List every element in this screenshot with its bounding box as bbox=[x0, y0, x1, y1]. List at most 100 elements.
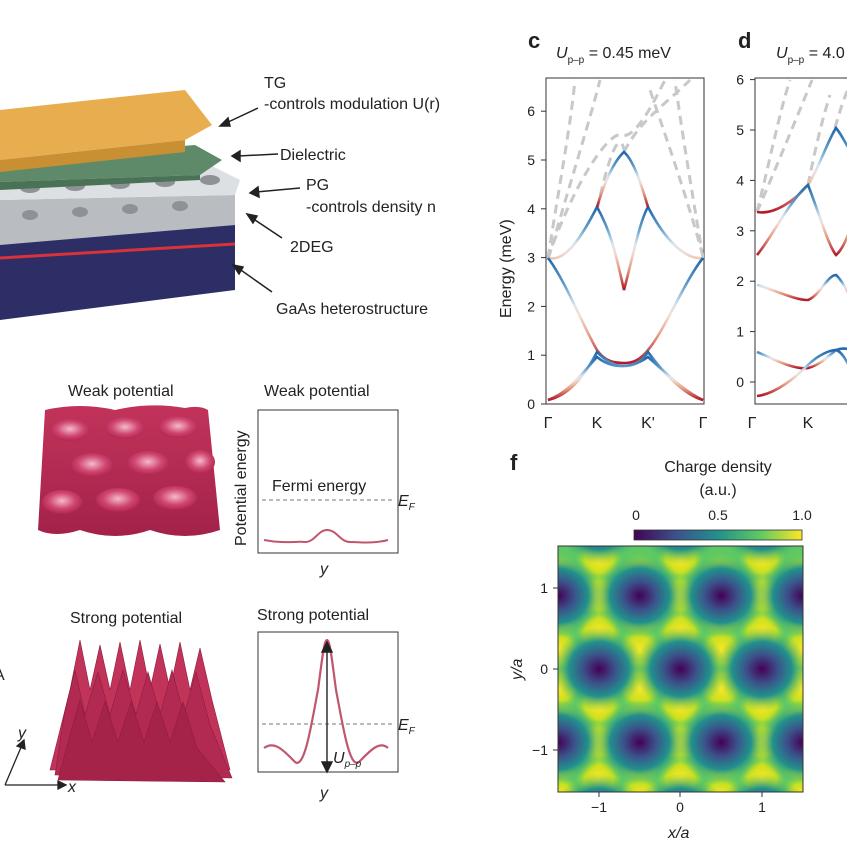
weak-plot-xlabel: y bbox=[319, 561, 329, 578]
density-well bbox=[642, 773, 719, 792]
2deg-label: 2DEG bbox=[290, 239, 334, 256]
panel-c-ytick-label: 3 bbox=[527, 250, 535, 266]
weak-potential-section: Weak potential Weak potential Potential … bbox=[38, 383, 416, 578]
weak-plot-frame bbox=[257, 409, 399, 554]
gaas-label: GaAs heterostructure bbox=[276, 301, 428, 318]
dielectric-label: Dielectric bbox=[280, 147, 346, 164]
density-well bbox=[838, 554, 847, 638]
density-well bbox=[480, 627, 482, 711]
panel-c-ghost-band bbox=[648, 89, 704, 257]
panel-d-ghost-band bbox=[755, 79, 792, 213]
panel-c-ytick-label: 1 bbox=[527, 347, 535, 363]
panel-fragment-label: A bbox=[0, 667, 5, 684]
density-well bbox=[558, 627, 645, 711]
density-peak bbox=[820, 535, 847, 583]
density-peak bbox=[820, 682, 847, 730]
strong-potential-surface bbox=[49, 639, 233, 783]
panel-c-ytick-label: 6 bbox=[527, 103, 535, 119]
panel-c-ghost-band bbox=[546, 79, 577, 259]
density-well bbox=[716, 627, 803, 711]
panel-d-band bbox=[756, 182, 847, 257]
panel-f-xtick-label: 0 bbox=[676, 799, 684, 815]
panel-d-band bbox=[756, 347, 847, 370]
panel-d-title: Up–p = 4.0 bbox=[776, 45, 845, 66]
density-well bbox=[724, 773, 800, 792]
panel-c-ytick-label: 2 bbox=[527, 298, 535, 314]
panel-c-ghost-band bbox=[546, 79, 602, 261]
panel-c-ytick-label: 0 bbox=[527, 396, 535, 412]
density-well bbox=[593, 700, 686, 785]
panel-c-ghost-band bbox=[595, 141, 626, 211]
panel-d-ytick-label: 3 bbox=[736, 223, 744, 239]
density-well bbox=[558, 700, 605, 785]
charge-density-map bbox=[480, 480, 847, 846]
panel-d-ytick-label: 0 bbox=[736, 374, 744, 390]
weak-ef-label: EF bbox=[398, 493, 416, 513]
panel-f-xtick-label: −1 bbox=[591, 799, 607, 815]
density-peak bbox=[494, 572, 542, 620]
panel-d-band bbox=[756, 273, 847, 302]
panel-d-frame bbox=[754, 77, 847, 405]
panel-f-ylabel: y/a bbox=[509, 659, 526, 681]
density-well bbox=[480, 774, 564, 846]
strong-ef-label: EF bbox=[398, 717, 416, 737]
band-structure-panels: c Up–p = 0.45 meV Energy (meV) 0 1 2 3 4 5 6 Γ… bbox=[498, 28, 847, 432]
dielectric-layer bbox=[0, 145, 222, 190]
panel-f-letter: f bbox=[510, 450, 518, 475]
strong-potential-section: Strong potential Strong potential EF Up–… bbox=[0, 607, 416, 802]
cbar-tick-label: 0 bbox=[632, 507, 640, 523]
charge-density-panel: f Charge density (a.u.) 0 0.5 1.0 y/a x/a … bbox=[480, 450, 847, 846]
density-peak bbox=[494, 682, 542, 730]
density-well bbox=[675, 700, 768, 785]
panel-c-xtick-label: K bbox=[592, 415, 603, 432]
2deg-line bbox=[0, 242, 236, 260]
panel-f-ytick-label: 1 bbox=[540, 580, 548, 596]
weak-potential-surface bbox=[38, 405, 220, 536]
colorbar bbox=[633, 529, 803, 541]
panel-f-ytick-label: −1 bbox=[532, 742, 548, 758]
upp-label: Up–p bbox=[333, 750, 362, 770]
panel-c-letter: c bbox=[528, 28, 540, 53]
panel-c-xtick-label: Γ bbox=[544, 415, 553, 432]
density-peak bbox=[820, 608, 847, 656]
panel-c-xtick-label: Γ bbox=[699, 415, 708, 432]
panel-d-ghost-band bbox=[833, 87, 847, 129]
cbar-tick-label: 1.0 bbox=[792, 507, 812, 523]
density-peak bbox=[820, 718, 847, 766]
panel-c-ytick-label: 5 bbox=[527, 152, 535, 168]
weak-plot-title: Weak potential bbox=[264, 383, 370, 400]
density-well bbox=[480, 700, 523, 784]
density-well bbox=[593, 553, 686, 638]
density-peak bbox=[494, 608, 542, 656]
density-peak bbox=[820, 645, 847, 693]
panel-c-frame bbox=[545, 77, 705, 405]
density-well bbox=[480, 774, 482, 846]
density-well bbox=[480, 480, 564, 564]
density-peak bbox=[820, 572, 847, 620]
panel-c-band bbox=[547, 349, 704, 402]
panel-d-ghost-band bbox=[806, 94, 832, 186]
device-schematic: TG -controls modulation U(r) Dielectric … bbox=[0, 75, 440, 320]
cbar-title: Charge density bbox=[664, 459, 772, 476]
panel-d-band bbox=[756, 125, 847, 214]
density-peak bbox=[494, 755, 542, 803]
panel-d-band bbox=[756, 348, 847, 398]
strong-potential-curve bbox=[263, 638, 389, 764]
panel-c-ghost-band bbox=[622, 78, 692, 153]
panel-d-xtick-label: Γ bbox=[748, 415, 757, 432]
panel-d-ytick-label: 5 bbox=[736, 122, 744, 138]
density-well bbox=[798, 774, 847, 846]
pg-description: -controls density n bbox=[306, 199, 436, 216]
density-well bbox=[480, 480, 482, 564]
strong-plot-frame bbox=[257, 631, 399, 773]
density-well bbox=[480, 554, 523, 638]
panel-d-ghost-band bbox=[755, 79, 814, 213]
density-peak bbox=[820, 755, 847, 803]
panel-c-title: Up–p = 0.45 meV bbox=[556, 45, 671, 66]
panel-d-letter: d bbox=[738, 28, 751, 53]
panel-f-xtick-label: 1 bbox=[758, 799, 766, 815]
density-well bbox=[634, 627, 727, 711]
density-well bbox=[756, 553, 803, 638]
panel-f-ytick-label: 0 bbox=[540, 661, 548, 677]
gizmo-x-label: x bbox=[67, 779, 77, 796]
